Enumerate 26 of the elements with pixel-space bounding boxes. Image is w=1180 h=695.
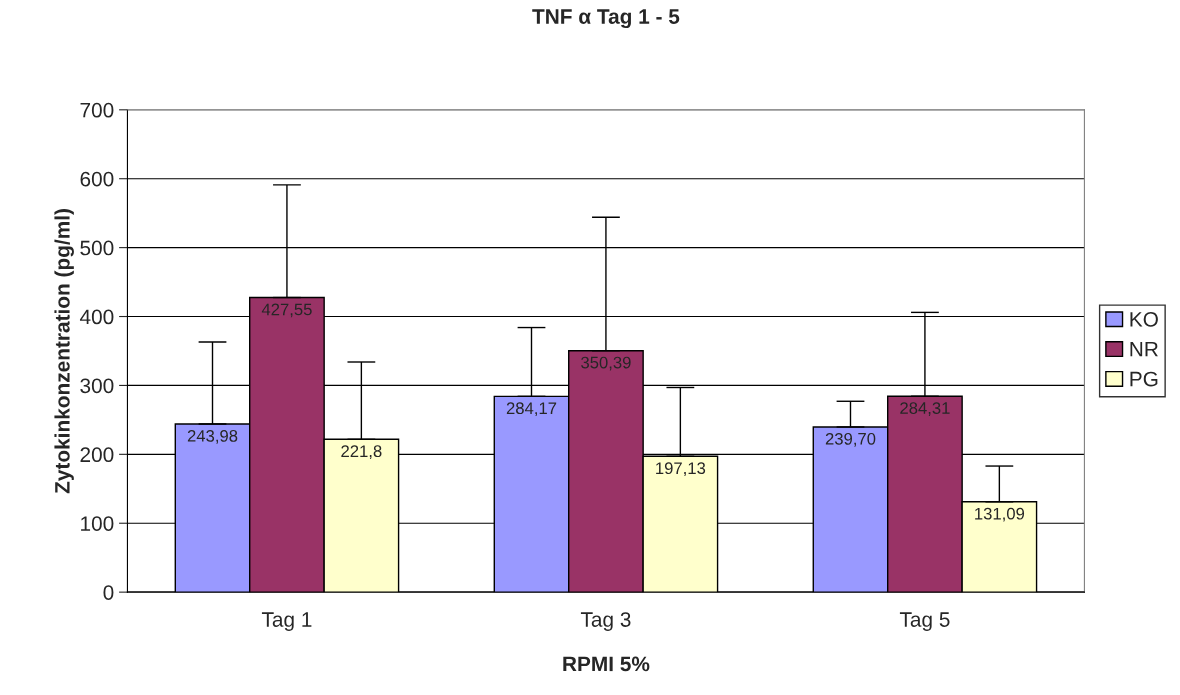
data-label: 243,98 (187, 429, 238, 444)
data-label: 427,55 (261, 303, 312, 318)
data-label: 197,13 (656, 462, 706, 477)
data-label: 284,17 (506, 402, 557, 417)
legend-label: KO (1130, 311, 1158, 327)
data-label: 350,39 (581, 356, 631, 371)
y-tick-label: 500 (80, 240, 114, 256)
y-tick-label: 200 (80, 447, 114, 463)
x-tick-label: Tag 1 (261, 612, 312, 632)
y-tick-label: 300 (80, 378, 114, 394)
y-tick-label: 700 (80, 102, 114, 118)
y-axis-title: Zytokinkonzentration (pg/ml) (54, 209, 74, 494)
data-label: 284,31 (900, 402, 950, 416)
legend-label: NR (1130, 342, 1158, 357)
data-label: 221,8 (341, 445, 382, 460)
data-label: 131,09 (975, 507, 1025, 522)
y-tick-label: 400 (79, 309, 114, 325)
x-axis-title: RPMI 5% (563, 656, 650, 672)
x-tick-label: Tag 5 (899, 612, 950, 632)
legend-label: PG (1130, 371, 1158, 387)
x-tick-label: Tag 3 (580, 612, 631, 632)
chart-title: TNF α Tag 1 - 5 (532, 9, 680, 29)
y-tick-label: 100 (81, 516, 114, 531)
y-tick-label: 600 (80, 171, 114, 187)
data-label: 239,70 (825, 432, 876, 447)
y-tick-label: 0 (103, 585, 114, 600)
